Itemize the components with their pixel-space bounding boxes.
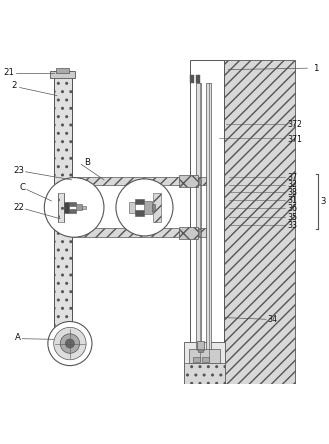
Bar	[198, 178, 201, 184]
Text: 3: 3	[320, 197, 326, 206]
Bar	[197, 341, 204, 350]
Circle shape	[72, 178, 78, 183]
Bar	[135, 210, 144, 215]
Text: 34: 34	[268, 315, 278, 325]
Bar	[56, 68, 69, 73]
Bar	[152, 203, 156, 211]
Bar	[64, 202, 69, 213]
Bar	[179, 226, 198, 238]
Bar	[69, 202, 76, 206]
Text: 372: 372	[287, 120, 302, 129]
Text: 371: 371	[287, 135, 302, 143]
Bar	[69, 209, 76, 213]
Bar	[135, 199, 144, 205]
Text: 31: 31	[287, 196, 297, 205]
Circle shape	[116, 179, 173, 236]
Bar	[153, 193, 161, 222]
Bar	[50, 71, 75, 78]
Text: B: B	[84, 158, 90, 166]
Bar	[202, 357, 209, 362]
Bar	[184, 363, 225, 384]
Text: 21: 21	[4, 68, 15, 77]
Text: C: C	[19, 183, 26, 192]
Bar	[196, 83, 201, 361]
Bar	[198, 230, 201, 236]
Text: 2: 2	[12, 81, 17, 91]
Bar	[144, 201, 152, 214]
Text: 35: 35	[287, 213, 297, 222]
Bar	[224, 60, 295, 384]
Bar	[184, 342, 225, 384]
Text: 38: 38	[287, 188, 297, 197]
Bar	[82, 206, 86, 209]
Bar	[206, 83, 211, 361]
Bar	[196, 75, 200, 83]
Bar	[179, 174, 198, 186]
Circle shape	[60, 334, 80, 353]
Bar	[54, 71, 71, 347]
Bar	[190, 75, 194, 83]
Bar	[189, 349, 220, 363]
Bar	[129, 202, 135, 213]
Text: 37: 37	[287, 173, 297, 182]
Text: 33: 33	[287, 221, 297, 230]
Text: 22: 22	[13, 203, 25, 212]
Bar	[71, 177, 206, 185]
Text: 32: 32	[287, 180, 297, 189]
Circle shape	[72, 230, 78, 235]
Text: 23: 23	[13, 166, 25, 174]
Bar	[198, 349, 203, 352]
Text: 1: 1	[228, 63, 318, 72]
Bar	[71, 229, 206, 237]
Text: A: A	[15, 333, 21, 341]
Bar	[193, 357, 200, 362]
Bar	[76, 205, 82, 210]
Circle shape	[44, 178, 104, 237]
Circle shape	[65, 339, 74, 348]
Bar	[58, 193, 64, 222]
Circle shape	[48, 321, 92, 365]
Bar	[190, 60, 224, 384]
Text: 36: 36	[287, 204, 297, 213]
Circle shape	[54, 327, 86, 360]
